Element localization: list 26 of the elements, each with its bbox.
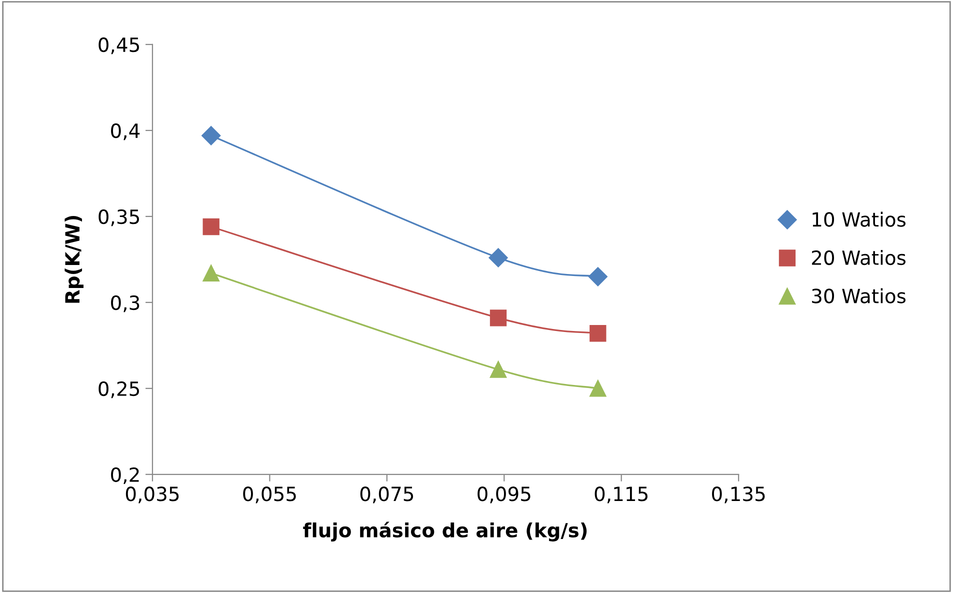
- y-tick-label: 0,3: [111, 295, 140, 312]
- y-tick-label: 0,45: [98, 37, 139, 54]
- point: [202, 126, 221, 146]
- x-tick-label: 0,115: [594, 486, 648, 504]
- legend-label: 10 Watios: [812, 212, 906, 227]
- legend-label: 20 Watios: [812, 250, 906, 266]
- legend-label: 30 Watios: [812, 288, 906, 304]
- point: [490, 361, 507, 378]
- point: [202, 218, 220, 236]
- x-tick-label: 0,055: [243, 486, 296, 504]
- point: [488, 248, 508, 268]
- point: [590, 380, 606, 397]
- x-tick-label: 0,035: [126, 486, 179, 504]
- x-tick-label: 0,075: [360, 486, 414, 504]
- point: [202, 264, 220, 282]
- point: [588, 267, 608, 286]
- point: [590, 325, 606, 342]
- x-tick-label: 0,135: [712, 486, 765, 504]
- x-axis-title: flujo másico de aire (kg/s): [303, 522, 587, 542]
- x-tick-label: 0,095: [478, 486, 530, 504]
- point: [490, 310, 507, 326]
- y-tick-label: 0,4: [111, 123, 140, 140]
- y-axis-title: Rp(K/W): [64, 216, 84, 303]
- y-tick-label: 0,2: [111, 467, 139, 484]
- y-tick-label: 0,35: [98, 209, 139, 226]
- y-tick-label: 0,25: [98, 381, 139, 398]
